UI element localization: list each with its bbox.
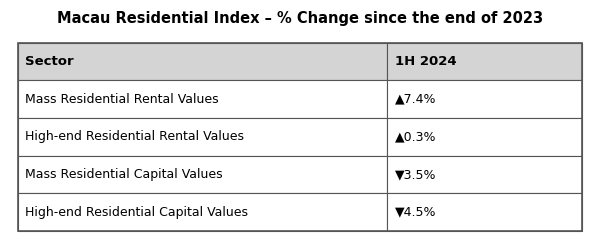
Bar — [388, 156, 582, 193]
Bar — [18, 43, 388, 80]
Text: Sector: Sector — [25, 55, 74, 68]
Text: ▲7.4%: ▲7.4% — [395, 93, 436, 106]
Text: ▲0.3%: ▲0.3% — [395, 130, 436, 143]
Text: High-end Residential Capital Values: High-end Residential Capital Values — [25, 206, 248, 218]
Bar — [388, 43, 582, 80]
Bar — [18, 43, 582, 231]
Bar — [18, 80, 388, 118]
Bar — [18, 118, 388, 156]
Text: Mass Residential Rental Values: Mass Residential Rental Values — [25, 93, 219, 106]
Text: Mass Residential Capital Values: Mass Residential Capital Values — [25, 168, 223, 181]
Text: Macau Residential Index – % Change since the end of 2023: Macau Residential Index – % Change since… — [57, 11, 543, 26]
Bar — [388, 118, 582, 156]
Bar — [18, 156, 388, 193]
Text: High-end Residential Rental Values: High-end Residential Rental Values — [25, 130, 244, 143]
Text: ▼4.5%: ▼4.5% — [395, 206, 436, 218]
Text: ▼3.5%: ▼3.5% — [395, 168, 436, 181]
Text: 1H 2024: 1H 2024 — [395, 55, 456, 68]
Bar — [18, 193, 388, 231]
Bar — [388, 80, 582, 118]
Bar — [388, 193, 582, 231]
